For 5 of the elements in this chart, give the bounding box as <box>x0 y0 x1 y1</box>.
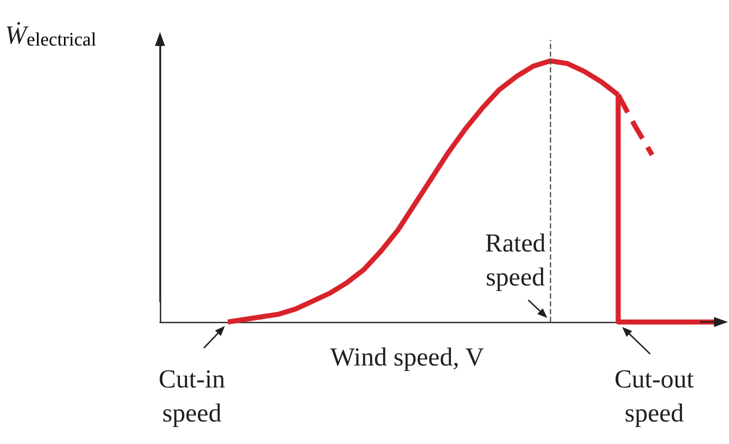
text: Cut-out speed <box>614 364 695 428</box>
text: Cut-in speed <box>158 364 226 428</box>
x-axis-title: Wind speed, V <box>330 342 484 372</box>
text: Rated speed <box>484 228 546 292</box>
y-axis-title: Ẇelectrical <box>5 20 96 50</box>
